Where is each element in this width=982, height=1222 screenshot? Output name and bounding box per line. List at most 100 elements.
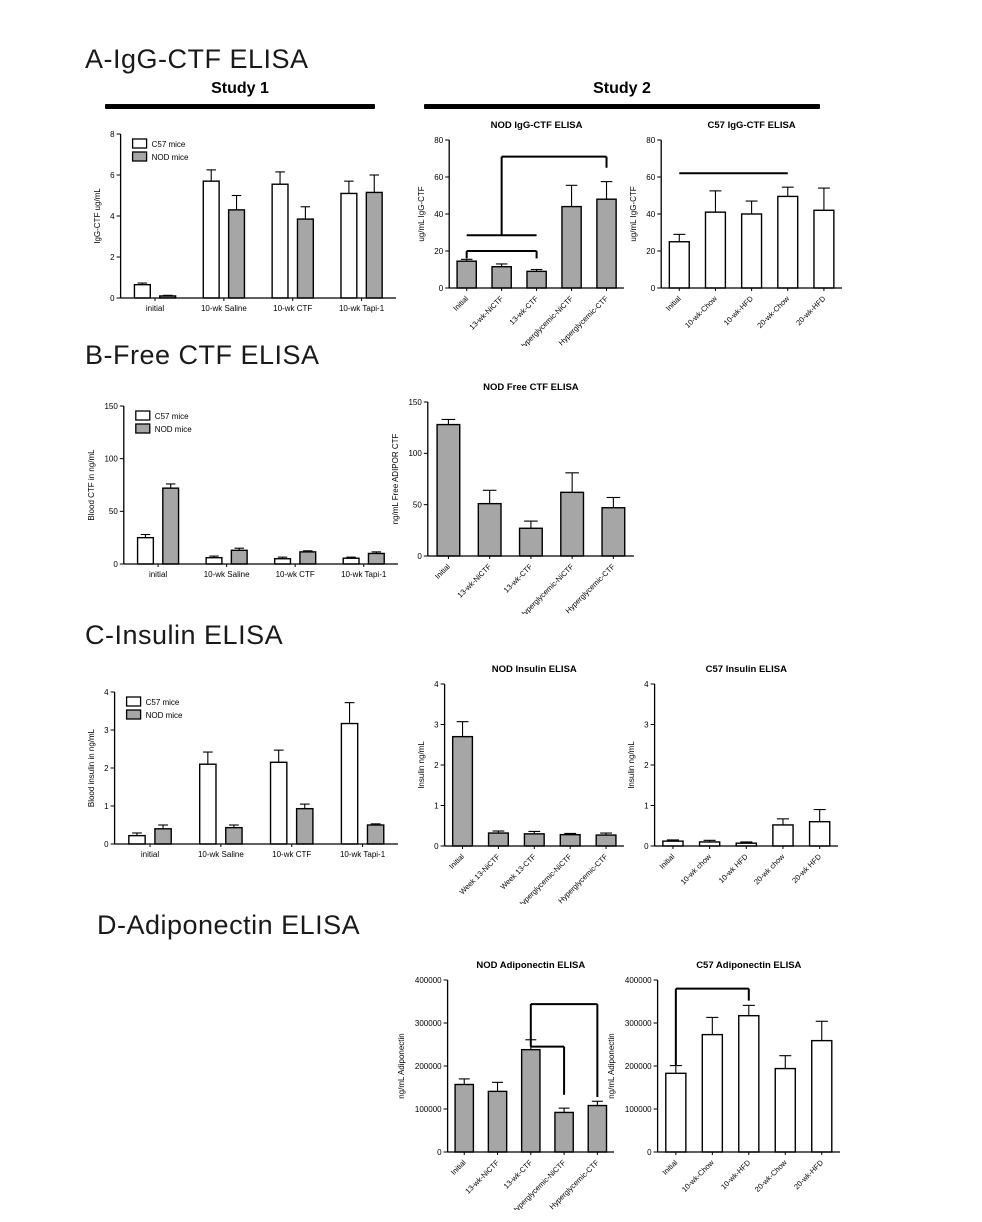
svg-text:400000: 400000 bbox=[625, 976, 652, 985]
chart-c57-adiponectin-elisa: C57 Adiponectin ELISA ng/mL Adiponectin 0 1… bbox=[606, 956, 846, 1210]
svg-text:NOD Free CTF ELISA: NOD Free CTF ELISA bbox=[483, 382, 579, 393]
svg-text:Initial: Initial bbox=[658, 852, 677, 871]
chart-c57-igg-ctf-elisa: C57 IgG-CTF ELISA ug/mL IgG-CTF 0 20 40 60 80 I… bbox=[628, 116, 848, 346]
study2-header: Study 2 bbox=[593, 80, 651, 97]
svg-text:ug/mL IgG-CTF: ug/mL IgG-CTF bbox=[417, 186, 426, 241]
chart-nod-adiponectin-elisa: NOD Adiponectin ELISA ng/mL Adiponectin 0 1… bbox=[396, 956, 620, 1216]
svg-text:100000: 100000 bbox=[415, 1105, 442, 1114]
svg-text:20: 20 bbox=[434, 247, 443, 256]
svg-text:C57 mice: C57 mice bbox=[146, 698, 180, 707]
section-title-a: A-IgG-CTF ELISA bbox=[85, 44, 309, 74]
svg-text:NOD Adiponectin ELISA: NOD Adiponectin ELISA bbox=[476, 960, 585, 971]
chart-nod-igg-ctf-elisa: NOD IgG-CTF ELISA ug/mL IgG-CTF 0 20 40 60 80 I… bbox=[416, 116, 630, 352]
svg-text:200000: 200000 bbox=[415, 1062, 442, 1071]
svg-text:60: 60 bbox=[434, 173, 443, 182]
svg-text:13-wk-NiCTF: 13-wk-NiCTF bbox=[467, 294, 505, 332]
svg-text:Initial: Initial bbox=[661, 1158, 680, 1177]
svg-text:20-wk-Chow: 20-wk-Chow bbox=[753, 1158, 789, 1194]
study1-header: Study 1 bbox=[211, 80, 269, 97]
svg-text:150: 150 bbox=[408, 398, 422, 407]
svg-text:C57 mice: C57 mice bbox=[152, 140, 186, 149]
svg-text:400000: 400000 bbox=[415, 976, 442, 985]
svg-text:Initial: Initial bbox=[664, 294, 683, 313]
svg-text:13-wk-CTF: 13-wk-CTF bbox=[502, 1158, 535, 1191]
svg-text:80: 80 bbox=[434, 136, 443, 145]
svg-text:1: 1 bbox=[434, 801, 439, 810]
study1-underline bbox=[105, 104, 375, 109]
svg-text:4: 4 bbox=[110, 212, 115, 221]
svg-text:C57 Adiponectin ELISA: C57 Adiponectin ELISA bbox=[696, 960, 801, 971]
svg-text:10-wk CTF: 10-wk CTF bbox=[276, 570, 315, 579]
svg-text:10-wk-HFD: 10-wk-HFD bbox=[719, 1158, 753, 1192]
svg-text:ng/mL Adiponectin: ng/mL Adiponectin bbox=[607, 1033, 616, 1099]
svg-text:Initial: Initial bbox=[447, 852, 466, 871]
svg-text:initial: initial bbox=[141, 850, 159, 859]
svg-text:13-wk-NiCTF: 13-wk-NiCTF bbox=[463, 1158, 501, 1196]
svg-text:NOD mice: NOD mice bbox=[152, 153, 189, 162]
chart-free-ctf-study1: Blood CTF in ng/mL 0 50 100 150 initial 10-wk … bbox=[86, 398, 404, 584]
svg-text:ng/mL Free ADIPOR CTF: ng/mL Free ADIPOR CTF bbox=[391, 433, 400, 524]
svg-text:60: 60 bbox=[646, 173, 655, 182]
svg-text:NOD Insulin ELISA: NOD Insulin ELISA bbox=[492, 664, 577, 675]
svg-text:C57 Insulin ELISA: C57 Insulin ELISA bbox=[706, 664, 787, 675]
svg-text:20-wk chow: 20-wk chow bbox=[752, 852, 787, 887]
svg-text:10-wk Saline: 10-wk Saline bbox=[198, 850, 244, 859]
svg-text:2: 2 bbox=[434, 761, 439, 770]
svg-text:3: 3 bbox=[104, 726, 109, 735]
chart-igg-ctf-study1: IgG-CTF ug/mL 0 2 4 6 8 initial 10-wk Saline 10-… bbox=[92, 126, 402, 318]
chart-c57-insulin-elisa: C57 Insulin ELISA Insulin ng/mL 0 1 2 3 4 Initi… bbox=[626, 660, 844, 904]
svg-text:10-wk Tapi-1: 10-wk Tapi-1 bbox=[339, 304, 385, 313]
svg-text:Insulin ng/mL: Insulin ng/mL bbox=[627, 741, 636, 789]
svg-text:10-wk CTF: 10-wk CTF bbox=[272, 850, 311, 859]
chart-insulin-study1: Blood insulin in ng/mL 0 1 2 3 4 initial 10-wk … bbox=[86, 684, 404, 864]
svg-text:IgG-CTF ug/mL: IgG-CTF ug/mL bbox=[93, 188, 102, 244]
svg-text:4: 4 bbox=[434, 680, 439, 689]
svg-text:0: 0 bbox=[113, 560, 118, 569]
svg-text:0: 0 bbox=[110, 294, 115, 303]
svg-text:13-wk-NiCTF: 13-wk-NiCTF bbox=[455, 562, 493, 600]
svg-text:C57 IgG-CTF ELISA: C57 IgG-CTF ELISA bbox=[708, 120, 796, 131]
svg-text:Initial: Initial bbox=[433, 562, 452, 581]
svg-text:40: 40 bbox=[434, 210, 443, 219]
svg-text:C57 mice: C57 mice bbox=[155, 412, 189, 421]
svg-text:80: 80 bbox=[646, 136, 655, 145]
svg-text:NOD IgG-CTF ELISA: NOD IgG-CTF ELISA bbox=[491, 120, 583, 131]
svg-text:10-wk Tapi-1: 10-wk Tapi-1 bbox=[341, 570, 387, 579]
svg-text:10-wk-Chow: 10-wk-Chow bbox=[683, 294, 719, 330]
svg-text:10-wk Saline: 10-wk Saline bbox=[201, 304, 247, 313]
section-title-d: D-Adiponectin ELISA bbox=[97, 910, 361, 940]
svg-text:13-wk-CTF: 13-wk-CTF bbox=[502, 562, 535, 595]
svg-text:50: 50 bbox=[109, 507, 118, 516]
svg-text:2: 2 bbox=[104, 764, 109, 773]
svg-text:2: 2 bbox=[110, 253, 115, 262]
chart-nod-insulin-elisa: NOD Insulin ELISA Insulin ng/mL 0 1 2 3 4 Initi… bbox=[416, 660, 630, 910]
svg-text:40: 40 bbox=[646, 210, 655, 219]
svg-text:0: 0 bbox=[417, 552, 422, 561]
svg-text:100000: 100000 bbox=[625, 1105, 652, 1114]
svg-text:0: 0 bbox=[437, 1148, 442, 1157]
svg-text:0: 0 bbox=[434, 842, 439, 851]
svg-text:0: 0 bbox=[647, 1148, 652, 1157]
svg-text:initial: initial bbox=[149, 570, 167, 579]
svg-text:10-wk-HFD: 10-wk-HFD bbox=[722, 294, 756, 328]
svg-text:0: 0 bbox=[439, 284, 444, 293]
svg-text:10-wk Saline: 10-wk Saline bbox=[204, 570, 250, 579]
svg-text:ug/mL IgG-CTF: ug/mL IgG-CTF bbox=[629, 186, 638, 241]
svg-text:50: 50 bbox=[413, 500, 422, 509]
svg-text:Blood CTF in ng/mL: Blood CTF in ng/mL bbox=[87, 449, 96, 521]
svg-text:4: 4 bbox=[644, 680, 649, 689]
svg-text:Initial: Initial bbox=[451, 294, 470, 313]
svg-text:ng/mL Adiponectin: ng/mL Adiponectin bbox=[397, 1033, 406, 1099]
svg-text:6: 6 bbox=[110, 171, 115, 180]
svg-text:Blood insulin in ng/mL: Blood insulin in ng/mL bbox=[87, 728, 96, 807]
svg-text:initial: initial bbox=[146, 304, 164, 313]
svg-text:0: 0 bbox=[644, 842, 649, 851]
svg-text:1: 1 bbox=[644, 801, 649, 810]
section-title-b: B-Free CTF ELISA bbox=[85, 340, 320, 370]
svg-text:200000: 200000 bbox=[625, 1062, 652, 1071]
section-title-c: C-Insulin ELISA bbox=[85, 620, 284, 650]
svg-text:300000: 300000 bbox=[625, 1019, 652, 1028]
svg-text:4: 4 bbox=[104, 688, 109, 697]
chart-nod-free-ctf-elisa: NOD Free CTF ELISA ng/mL Free ADIPOR CTF 0… bbox=[390, 378, 640, 620]
